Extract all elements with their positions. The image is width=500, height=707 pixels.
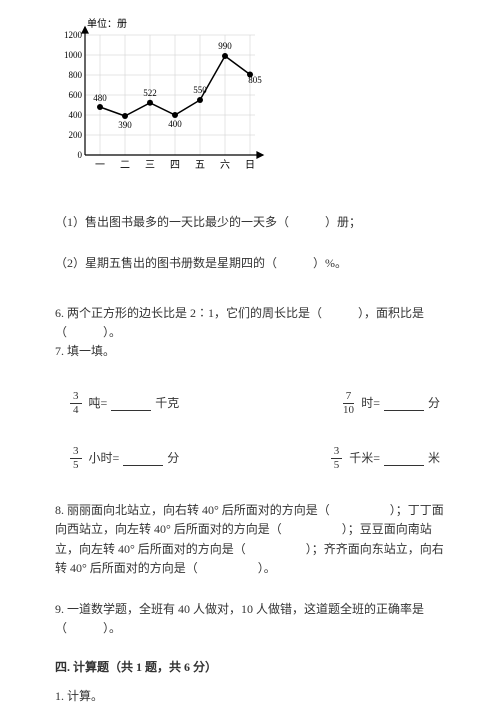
svg-text:990: 990 — [218, 41, 232, 51]
conv-hour-min-1: 710 时=分 — [343, 391, 440, 416]
conv-km-m: 35 千米=米 — [331, 446, 440, 471]
svg-text:390: 390 — [118, 120, 132, 130]
question-9: 9. 一道数学题，全班有 40 人做对，10 人做错，这道题全班的正确率是（ ）… — [55, 600, 455, 638]
svg-text:550: 550 — [193, 85, 207, 95]
svg-text:一: 一 — [95, 160, 105, 171]
question-5-2: （2）星期五售出的图书册数是星期四的（ ）%。 — [55, 254, 455, 273]
question-8: 8. 丽丽面向北站立，向右转 40° 后所面对的方向是（ ）；丁丁面向西站立，向… — [55, 501, 455, 578]
conversion-row-1: 34 吨=千克 710 时=分 — [55, 391, 455, 416]
svg-text:400: 400 — [69, 110, 83, 120]
chart-svg: 0 200 400 600 800 1000 1200 一 二 三 四 五 六 … — [55, 15, 275, 185]
question-5-1: （1）售出图书最多的一天比最少的一天多（ ）册； — [55, 213, 455, 232]
conv-ton-kg: 34 吨=千克 — [70, 391, 179, 416]
section-4-title: 四. 计算题（共 1 题，共 6 分） — [55, 658, 455, 677]
conversion-row-2: 35 小时=分 35 千米=米 — [55, 446, 455, 471]
svg-text:三: 三 — [145, 160, 155, 171]
book-sales-chart: 0 200 400 600 800 1000 1200 一 二 三 四 五 六 … — [55, 15, 455, 191]
svg-text:1200: 1200 — [64, 30, 83, 40]
svg-text:805: 805 — [248, 75, 262, 85]
svg-text:400: 400 — [168, 119, 182, 129]
svg-text:五: 五 — [195, 160, 205, 171]
svg-text:1000: 1000 — [64, 50, 83, 60]
svg-text:日: 日 — [245, 160, 255, 171]
conv-hour-min-2: 35 小时=分 — [70, 446, 179, 471]
svg-text:200: 200 — [69, 130, 83, 140]
svg-text:600: 600 — [69, 90, 83, 100]
svg-text:四: 四 — [170, 160, 180, 171]
svg-text:800: 800 — [69, 70, 83, 80]
svg-text:单位：册: 单位：册 — [87, 17, 127, 30]
svg-text:0: 0 — [78, 150, 83, 160]
svg-text:480: 480 — [93, 93, 107, 103]
calc-1: 1. 计算。 — [55, 687, 455, 706]
svg-text:二: 二 — [120, 160, 130, 171]
svg-text:522: 522 — [143, 88, 157, 98]
question-6: 6. 两个正方形的边长比是 2∶1，它们的周长比是（ ），面积比是（ ）。 — [55, 304, 455, 342]
svg-text:六: 六 — [220, 159, 230, 171]
question-7-title: 7. 填一填。 — [55, 342, 455, 361]
